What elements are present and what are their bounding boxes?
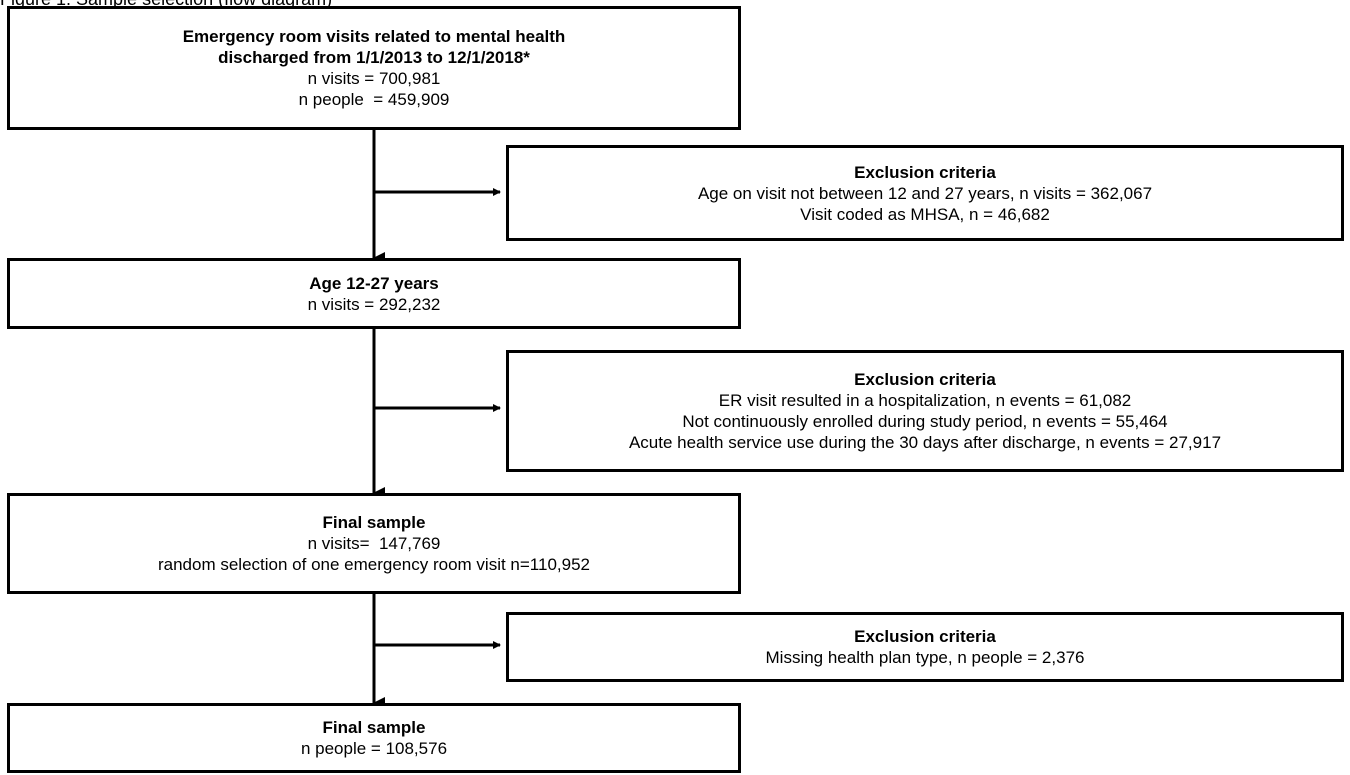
box-exclusion2-acute-use: Acute health service use during the 30 d…	[628, 433, 1222, 452]
box-exclusion1-age: Age on visit not between 12 and 27 years…	[697, 183, 1153, 203]
box-exclusion2-enrollment: Not continuously enrolled during study p…	[682, 412, 1168, 431]
box-exclusion2-hospitalization: ER visit resulted in a hospitalization, …	[718, 391, 1132, 410]
box-exclusion1-mhsa: Visit coded as MHSA, n = 46,682	[800, 204, 1050, 224]
box-final-sample-2: Final sample n people = 108,576	[7, 703, 741, 773]
box-final1-random-selection: random selection of one emergency room v…	[157, 555, 590, 574]
box-age-12-27: Age 12-27 years n visits = 292,232	[7, 258, 741, 329]
box-exclusion-criteria-1: Exclusion criteria Age on visit not betw…	[506, 145, 1344, 241]
box-exclusion3-title: Exclusion criteria	[854, 627, 996, 646]
box-exclusion-criteria-2: Exclusion criteria ER visit resulted in …	[506, 350, 1344, 472]
box-initial-title-line1: Emergency room visits related to mental …	[182, 27, 566, 46]
box-initial-people: n people = 459,909	[298, 90, 450, 109]
box-final1-title: Final sample	[322, 513, 426, 532]
box-final2-people: n people = 108,576	[300, 739, 448, 758]
box-final2-title: Final sample	[322, 718, 426, 737]
box-age-visits: n visits = 292,232	[307, 294, 441, 314]
box-initial-er-visits: Emergency room visits related to mental …	[7, 6, 741, 130]
box-final-sample-1: Final sample n visits= 147,769 random se…	[7, 493, 741, 594]
box-initial-visits: n visits = 700,981	[307, 69, 441, 88]
box-exclusion2-title: Exclusion criteria	[854, 370, 996, 389]
box-exclusion-criteria-3: Exclusion criteria Missing health plan t…	[506, 612, 1344, 682]
box-age-title: Age 12-27 years	[309, 273, 439, 293]
box-exclusion1-title: Exclusion criteria	[854, 162, 996, 182]
box-exclusion3-health-plan: Missing health plan type, n people = 2,3…	[765, 648, 1085, 667]
box-initial-title-line2: discharged from 1/1/2013 to 12/1/2018*	[218, 48, 530, 67]
figure-caption: Figure 1. Sample selection (flow diagram…	[0, 0, 332, 9]
box-final1-visits: n visits= 147,769	[307, 534, 441, 553]
